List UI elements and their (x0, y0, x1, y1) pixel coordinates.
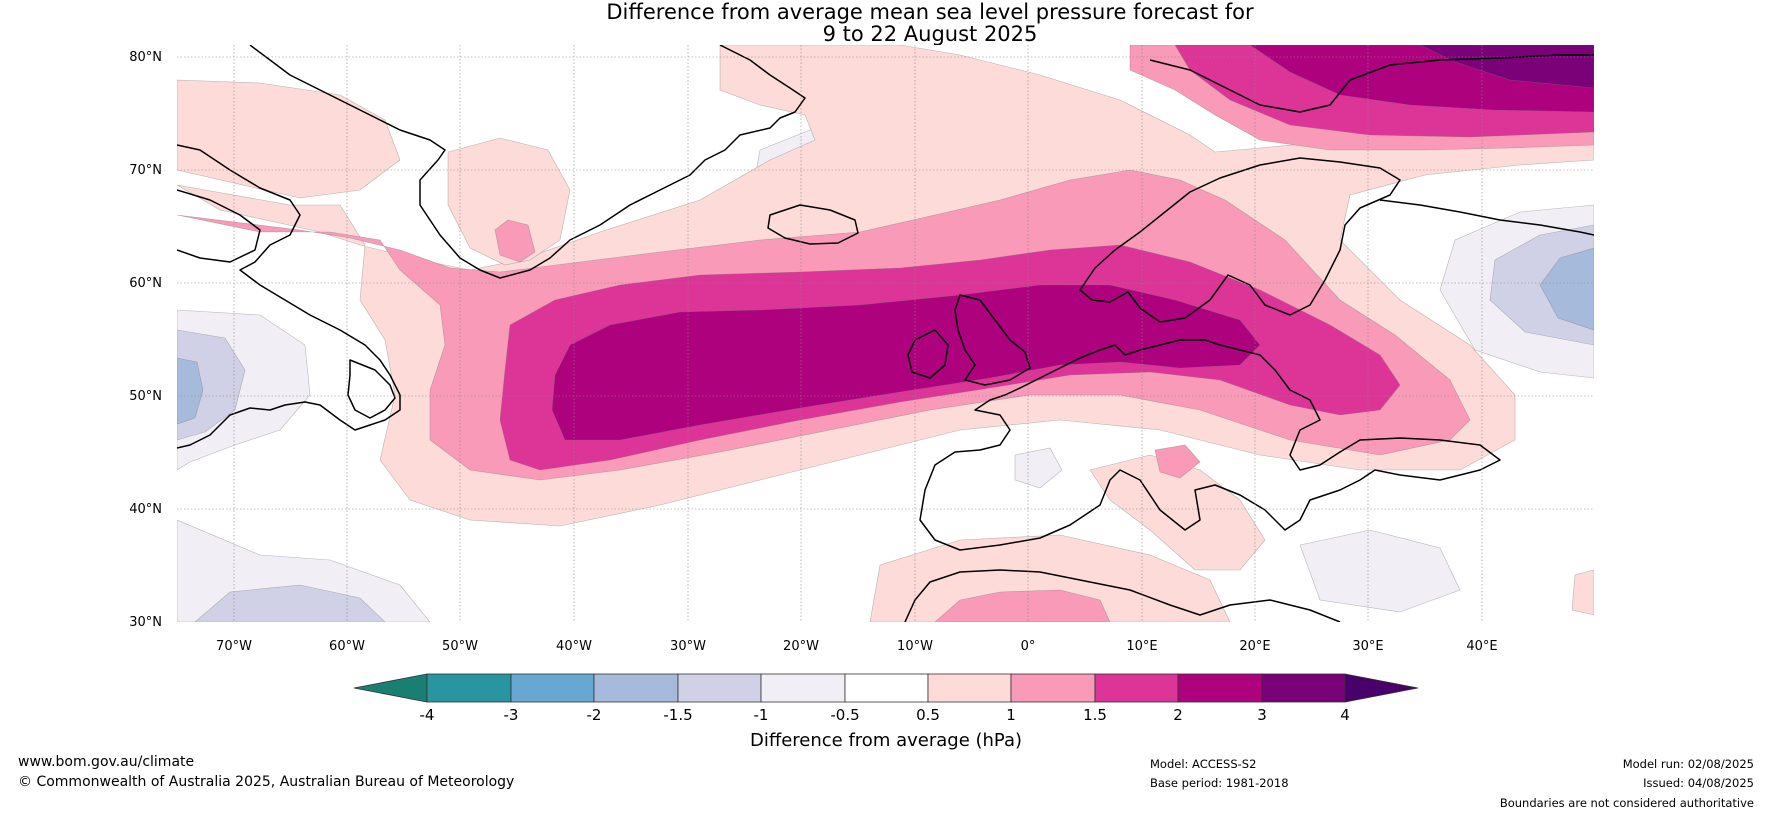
map-title-line-2: 9 to 22 August 2025 (822, 22, 1038, 46)
colorbar-title: Difference from average (hPa) (750, 730, 1022, 751)
colorbar-tick-label: -1.5 (663, 706, 692, 724)
colorbar-bin-5 (760, 673, 846, 703)
coastline-north-america (177, 144, 401, 449)
colorbar-extend-high (1344, 673, 1419, 703)
colorbar-tick-label: 0.5 (916, 706, 940, 724)
latitude-labels: 80°N 70°N 60°N 50°N 40°N 30°N (129, 50, 162, 630)
footer-boundaries: Boundaries are not considered authoritat… (1499, 796, 1754, 810)
lon-label-10w: 10°W (897, 639, 933, 654)
coastlines (177, 45, 1594, 622)
lon-label-0: 0° (1021, 639, 1036, 654)
footer-copyright: © Commonwealth of Australia 2025, Austra… (18, 774, 515, 790)
colorbar-bin-9 (1094, 673, 1179, 703)
map-title-line-1: Difference from average mean sea level p… (606, 0, 1254, 24)
colorbar-tick-label: 2 (1173, 706, 1183, 724)
colorbar-tick-label: 1 (1006, 706, 1016, 724)
lat-label-30n: 30°N (129, 615, 162, 630)
lon-label-40w: 40°W (556, 639, 592, 654)
colorbar-tick-labels: -4 -3 -2 -1.5 -1 -0.5 0.5 1 1.5 2 3 4 Di… (420, 706, 1350, 751)
anomaly-contours (177, 45, 1594, 622)
footer-model: Model: ACCESS-S2 (1150, 757, 1257, 771)
coastline-iceland (767, 204, 859, 245)
contour-neg-west-core (177, 357, 204, 425)
lon-label-60w: 60°W (329, 639, 365, 654)
lat-label-70n: 70°N (129, 163, 162, 178)
coastline-newfoundland (347, 359, 396, 419)
lat-label-40n: 40°N (129, 502, 162, 517)
coastline-north-africa (904, 569, 1341, 622)
colorbar-tick-label: 1.5 (1083, 706, 1107, 724)
colorbar-bin-3 (593, 673, 679, 703)
colorbar-bin-7 (927, 673, 1012, 703)
colorbar-tick-label: -1 (754, 706, 769, 724)
footer-issued: Issued: 04/08/2025 (1643, 776, 1754, 790)
contour-pos-2 (551, 284, 1261, 441)
contour-pos-1-italy (1154, 444, 1201, 479)
lon-label-40e: 40°E (1466, 639, 1497, 654)
lon-label-30e: 30°E (1352, 639, 1383, 654)
lon-label-70w: 70°W (216, 639, 252, 654)
gridlines (177, 45, 1594, 622)
colorbar-bin-11 (1261, 673, 1346, 703)
coastline-svalbard-novaya (1149, 54, 1594, 113)
footer-base-period: Base period: 1981-2018 (1150, 776, 1289, 790)
colorbar-extend-low (353, 673, 428, 703)
lon-label-20w: 20°W (783, 639, 819, 654)
lon-label-10e: 10°E (1126, 639, 1157, 654)
contour-neg-southeast (1299, 529, 1461, 613)
footer-website: www.bom.gov.au/climate (18, 754, 195, 770)
coastline-ireland (907, 329, 949, 379)
coastline-great-britain (954, 294, 1031, 386)
colorbar-tick-label: -0.5 (830, 706, 859, 724)
colorbar-bin-1 (426, 673, 512, 703)
coastline-scandinavia (1079, 157, 1401, 323)
colorbar-bin-8 (1010, 673, 1096, 703)
lat-label-80n: 80°N (129, 50, 162, 65)
lon-label-50w: 50°W (442, 639, 478, 654)
colorbar-bin-2 (510, 673, 595, 703)
lat-label-50n: 50°N (129, 389, 162, 404)
coastline-europe-mainland (919, 339, 1501, 551)
footer-model-run: Model run: 02/08/2025 (1622, 757, 1754, 771)
colorbar-tick-label: 4 (1340, 706, 1350, 724)
contour-neg-east-core (1539, 247, 1594, 331)
colorbar-tick-label: -2 (587, 706, 602, 724)
longitude-labels: 70°W 60°W 50°W 40°W 30°W 20°W 10°W 0° 10… (216, 639, 1498, 654)
lon-label-20e: 20°E (1239, 639, 1270, 654)
colorbar-bin-4 (677, 673, 762, 703)
colorbar-tick-label: -3 (504, 706, 519, 724)
contour-pos-1-iberia (934, 589, 1111, 622)
colorbar-tick-label: 3 (1257, 706, 1267, 724)
colorbar-tick-label: -4 (420, 706, 435, 724)
contour-neg-sw-inner (194, 584, 386, 622)
map-panel (177, 45, 1594, 622)
lat-label-60n: 60°N (129, 276, 162, 291)
colorbar (353, 673, 1419, 703)
coastline-russia-north (1379, 199, 1594, 236)
coastline-greenland (249, 45, 806, 279)
lon-label-30w: 30°W (670, 639, 706, 654)
contour-neg-mediterranean (1014, 447, 1063, 489)
colorbar-bin-10 (1177, 673, 1263, 703)
coastline-baffin (177, 189, 261, 263)
contour-pos-05-north-atl (177, 79, 401, 199)
contour-pos-05-east-edge (1571, 569, 1594, 616)
colorbar-bin-6 (844, 673, 929, 703)
contour-pos-1-greenland (494, 219, 536, 263)
